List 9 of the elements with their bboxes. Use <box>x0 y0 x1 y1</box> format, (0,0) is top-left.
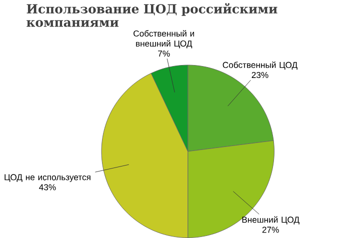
data-label: 27% <box>262 226 279 233</box>
slice-label: ЦОД не используется <box>4 174 90 182</box>
slice-label: Внешний ЦОД <box>242 216 300 224</box>
data-label: 7% <box>158 50 170 57</box>
slice-label: Собственный и внешний ЦОД <box>134 30 194 48</box>
chart-title: Использование ЦОД российскими компаниями <box>26 3 278 27</box>
data-label: 23% <box>252 72 268 78</box>
data-label: 43% <box>39 184 56 190</box>
slice-label: Собственный ЦОД <box>222 62 298 70</box>
